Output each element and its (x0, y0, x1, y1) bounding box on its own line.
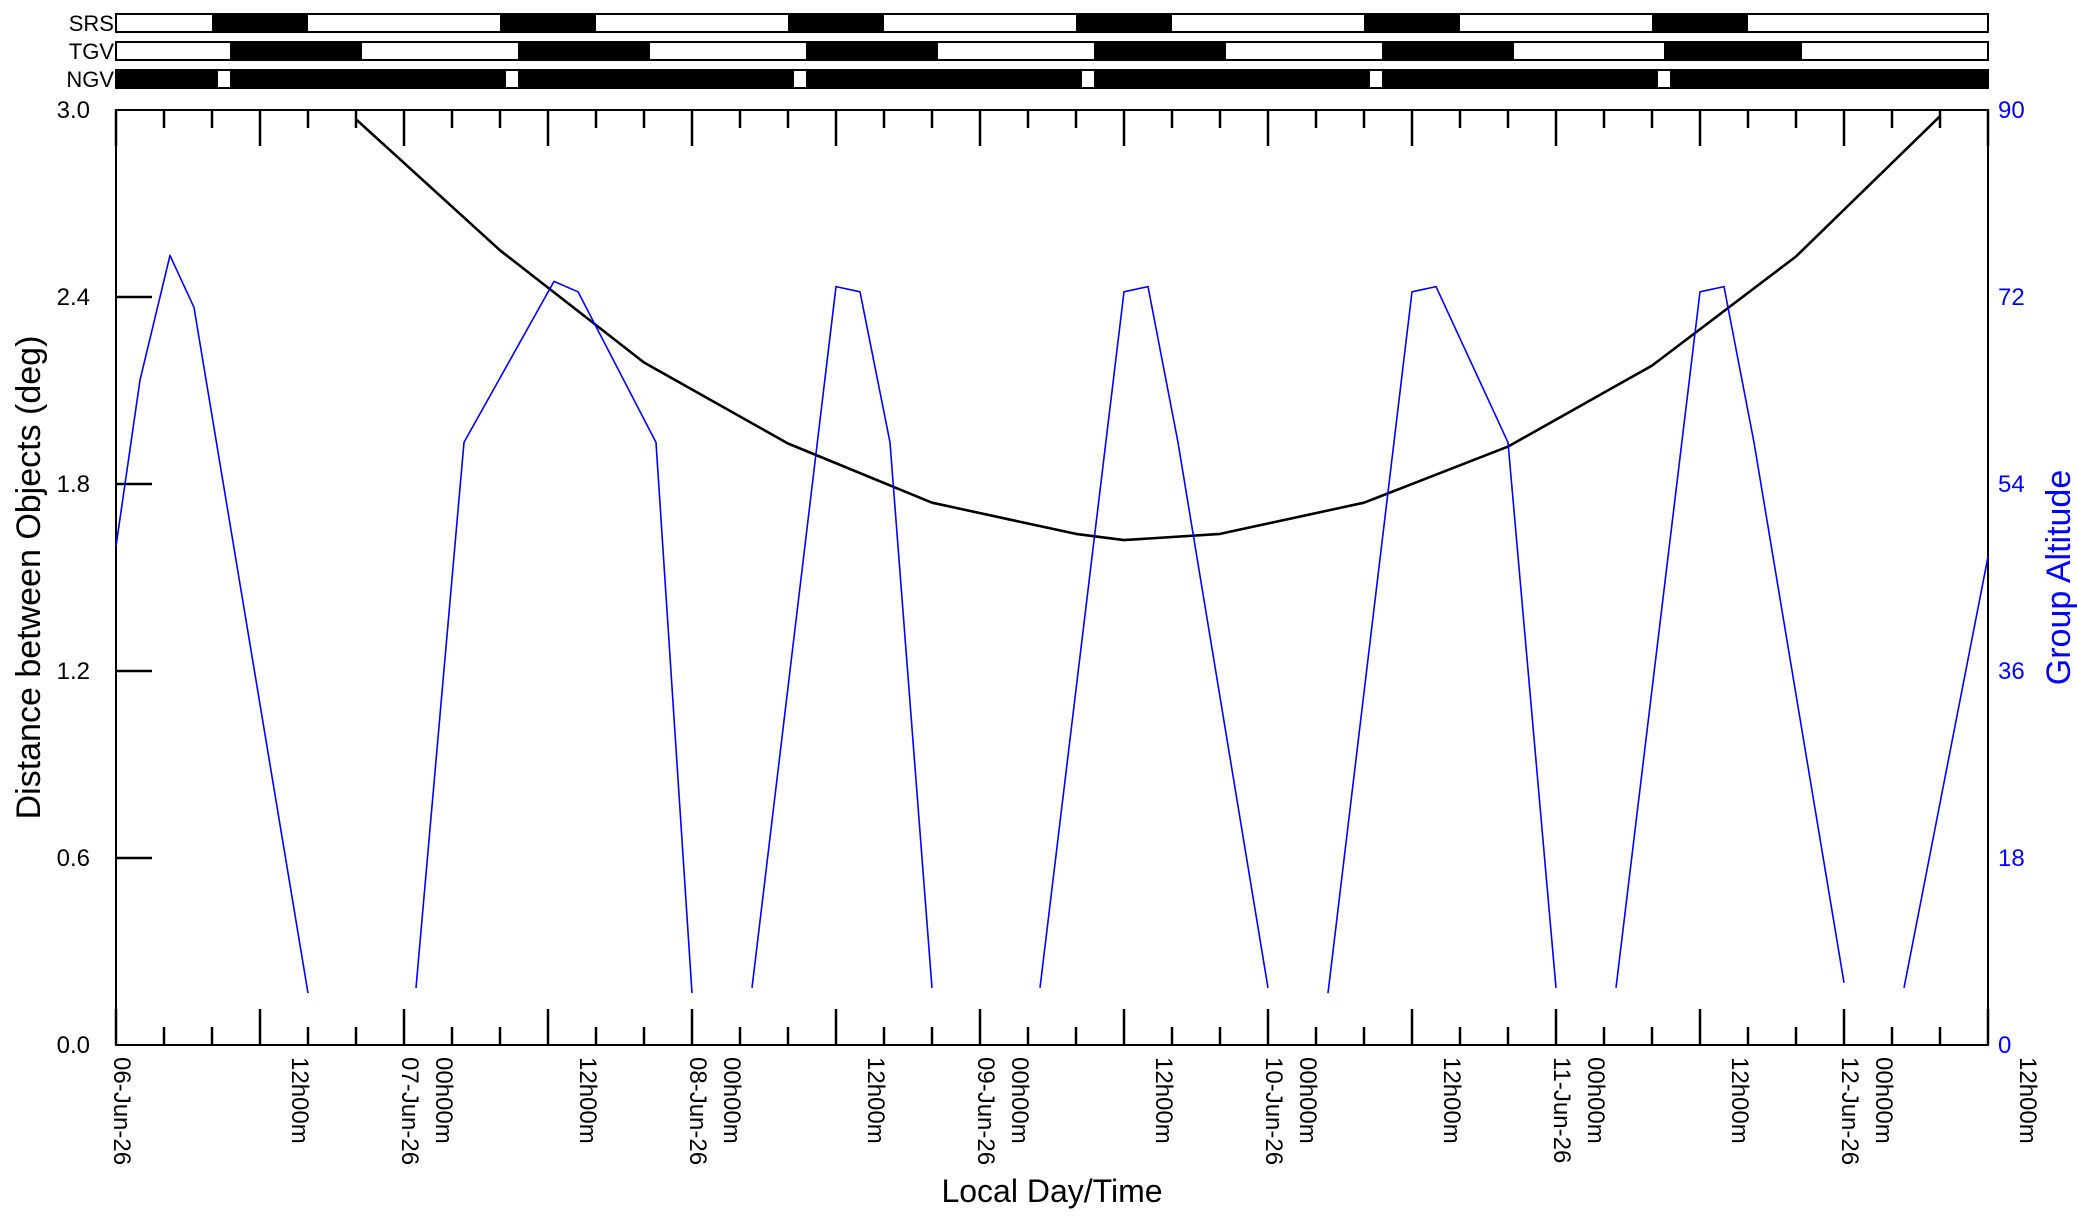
right-axis-ticks: 0 18 36 54 72 90 (1998, 97, 2025, 1059)
band-segment (1382, 70, 1658, 88)
x-time-label: 12h00m (2014, 1057, 2041, 1144)
band-segment (1460, 14, 1652, 32)
band-segment (1094, 42, 1226, 60)
band-segment (1670, 70, 1988, 88)
right-tick-label: 0 (1998, 1032, 2011, 1059)
band-ngv: NGV (66, 67, 1989, 92)
band-segment (518, 42, 650, 60)
band-segment (230, 42, 362, 60)
band-segment (794, 70, 806, 88)
band-segment (1652, 14, 1748, 32)
band-segment (1748, 14, 1940, 32)
band-segment (1382, 42, 1514, 60)
band-segment (1664, 42, 1802, 60)
band-segment (596, 14, 788, 32)
band-segment (1226, 42, 1382, 60)
band-segment (1370, 70, 1382, 88)
band-segment (884, 14, 1076, 32)
altitude-series-line (115, 254, 1989, 994)
band-segment (806, 42, 938, 60)
band-segment (938, 42, 1094, 60)
right-tick-label: 18 (1998, 845, 2025, 872)
band-label: NGV (66, 67, 114, 92)
x-time-label: 12h00m (286, 1057, 313, 1144)
left-axis-ticks: 0.0 0.6 1.2 1.8 2.4 3.0 (57, 97, 152, 1059)
plot-frame (115, 109, 1989, 1046)
x-time-label: 00h00m (1294, 1057, 1321, 1144)
x-time-label: 12h00m (574, 1057, 601, 1144)
x-date-label: 09-Jun-26 (972, 1057, 999, 1165)
right-tick-label: 72 (1998, 284, 2025, 311)
band-segment (506, 70, 518, 88)
band-segment (308, 14, 500, 32)
x-date-label: 11-Jun-26 (1548, 1057, 1575, 1163)
x-date-label: 07-Jun-26 (396, 1057, 423, 1165)
x-date-label: 08-Jun-26 (684, 1057, 711, 1165)
band-segment (1076, 14, 1172, 32)
x-time-label: 12h00m (1438, 1057, 1465, 1144)
x-date-label: 06-Jun-26 (108, 1057, 135, 1165)
band-segment (650, 42, 806, 60)
band-segment (1364, 14, 1460, 32)
right-tick-label: 36 (1998, 658, 2025, 685)
x-time-label: 00h00m (1870, 1057, 1897, 1144)
x-time-label: 12h00m (1150, 1057, 1177, 1144)
band-segment (1514, 42, 1664, 60)
band-segment (116, 42, 230, 60)
right-axis-label: Group Altitude (2040, 470, 2078, 685)
band-segment (362, 42, 518, 60)
x-time-label: 00h00m (430, 1057, 457, 1144)
band-segment (1802, 42, 1988, 60)
x-date-label: 10-Jun-26 (1260, 1057, 1287, 1165)
bottom-axis-ticks: 06-Jun-26 12h00m 07-Jun-26 00h00m 12h00m 08-J… (108, 110, 2041, 1165)
band-segment (1658, 70, 1670, 88)
band-segment (116, 14, 212, 32)
right-tick-label: 54 (1998, 471, 2025, 498)
right-tick-label: 90 (1998, 97, 2025, 124)
x-time-label: 12h00m (862, 1057, 889, 1144)
band-segment (518, 70, 794, 88)
y-tick-label: 1.2 (57, 658, 90, 685)
band-label: SRS (69, 11, 114, 36)
band-segment (1082, 70, 1094, 88)
band-label: TGV (69, 39, 115, 64)
band-segment (116, 70, 218, 88)
x-time-label: 00h00m (1006, 1057, 1033, 1144)
band-segment (806, 70, 1082, 88)
y-tick-label: 0.0 (57, 1032, 90, 1059)
band-tgv: TGV (69, 39, 1989, 64)
band-segment (788, 14, 884, 32)
x-time-label: 00h00m (1582, 1057, 1609, 1144)
y-tick-label: 1.8 (57, 471, 90, 498)
y-tick-label: 3.0 (57, 97, 90, 124)
band-segment (1940, 14, 1988, 32)
x-time-label: 00h00m (718, 1057, 745, 1144)
band-segment (1172, 14, 1364, 32)
band-frame (115, 41, 1989, 61)
y-tick-label: 2.4 (57, 284, 90, 311)
y-tick-label: 0.6 (57, 845, 90, 872)
band-segment (218, 70, 230, 88)
x-date-label: 12-Jun-26 (1836, 1057, 1863, 1165)
band-segment (500, 14, 596, 32)
band-segment (1094, 70, 1370, 88)
band-segment (230, 70, 506, 88)
band-srs: SRS (69, 11, 1989, 36)
x-axis-label: Local Day/Time (941, 1173, 1162, 1209)
band-frame (115, 69, 1989, 89)
visibility-bands: SRS TGV NGV (66, 11, 1989, 92)
band-segment (212, 14, 308, 32)
band-frame (115, 13, 1989, 33)
y-axis-label: Distance between Objects (deg) (10, 336, 48, 820)
distance-series-line (355, 115, 1941, 542)
x-time-label: 12h00m (1726, 1057, 1753, 1144)
plot-series (115, 115, 1989, 994)
